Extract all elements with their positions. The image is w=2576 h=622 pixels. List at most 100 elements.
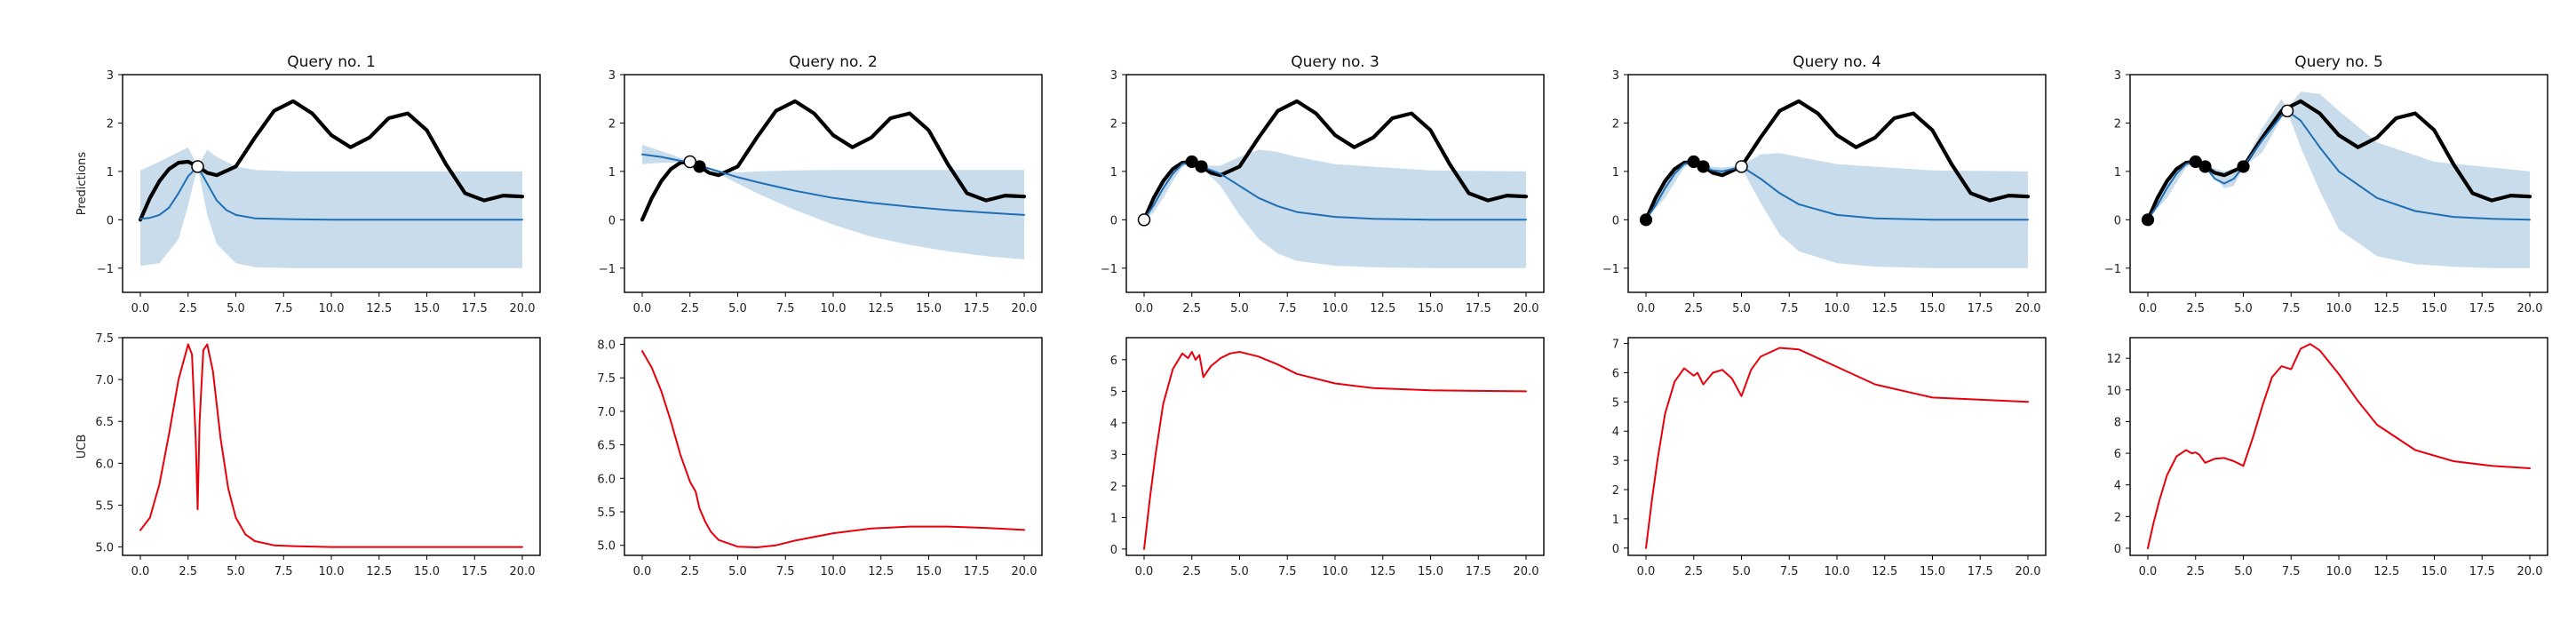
y-tick-label: 0	[608, 214, 616, 227]
y-tick-label: 0	[1612, 214, 1619, 227]
x-tick-label: 10.0	[1825, 565, 1850, 578]
x-tick-label: 2.5	[1182, 302, 1201, 315]
y-tick-label: 0	[2114, 543, 2121, 556]
y-tick-label: 6.0	[95, 458, 114, 471]
y-tick-label: 0	[1110, 214, 1117, 227]
panel-1: 0.0 2.5 5.0 7.5 10.0 12.5 15.0 17.5 20.0 −1 0 1 2 3 Qu…	[76, 53, 541, 315]
y-tick-label: 1	[608, 166, 616, 179]
x-tick-label: 5.0	[1230, 302, 1249, 315]
y-tick-label: −1	[97, 263, 114, 276]
mean-line	[139, 165, 523, 221]
x-tick-label: 7.5	[776, 302, 795, 315]
confidence-band	[140, 147, 522, 268]
panel-5: 0.0 2.5 5.0 7.5 10.0 12.5 15.0 17.5 20.0 −1 0 1 2 3 Qu…	[2104, 53, 2548, 315]
x-tick-label: 12.5	[868, 565, 894, 578]
x-tick-label: 17.5	[1466, 565, 1491, 578]
x-tick-label: 20.0	[1012, 565, 1038, 578]
x-tick-label: 12.5	[868, 302, 894, 315]
y-tick-label: 1	[1110, 512, 1117, 525]
x-tick-label: 10.0	[2326, 565, 2352, 578]
y-tick-label: 1	[2114, 166, 2121, 179]
panel-10: 0.0 2.5 5.0 7.5 10.0 12.5 15.0 17.5 20.0 0 2 4 6 8 10 1…	[2106, 337, 2548, 578]
y-tick-label: 5.5	[597, 506, 616, 520]
x-tick-label: 20.0	[1012, 302, 1038, 315]
x-tick-label: 2.5	[680, 302, 699, 315]
x-tick-label: 5.0	[1732, 302, 1751, 315]
x-tick-label: 0.0	[2139, 302, 2158, 315]
axes-frame	[122, 337, 541, 556]
x-tick-label: 2.5	[1684, 565, 1703, 578]
y-tick-label: 12	[2106, 353, 2121, 366]
mean-line	[2147, 109, 2531, 221]
y-tick-label: 2	[608, 117, 616, 131]
x-tick-label: 15.0	[414, 565, 440, 578]
acquisition-line	[641, 350, 1025, 548]
x-tick-label: 15.0	[916, 565, 942, 578]
x-tick-label: 0.0	[2139, 565, 2158, 578]
chart-title: Query no. 1	[287, 53, 376, 71]
x-tick-label: 7.5	[2282, 565, 2301, 578]
y-tick-label: 5.0	[597, 540, 616, 554]
y-tick-label: 2	[1612, 484, 1619, 498]
observed-point	[2198, 160, 2212, 173]
y-tick-label: 10	[2106, 385, 2121, 398]
x-tick-label: 12.5	[1370, 302, 1395, 315]
truth-line	[1141, 99, 1529, 222]
y-axis-label: Predictions	[76, 152, 89, 216]
x-tick-label: 0.0	[1135, 302, 1154, 315]
x-tick-label: 17.5	[1968, 302, 1993, 315]
panel-2: 0.0 2.5 5.0 7.5 10.0 12.5 15.0 17.5 20.0 −1 0 1 2 3 Qu…	[599, 53, 1043, 315]
x-tick-label: 2.5	[1182, 565, 1201, 578]
y-tick-label: 0	[2114, 214, 2121, 227]
y-tick-label: 8.0	[597, 339, 616, 353]
x-tick-label: 15.0	[2421, 565, 2447, 578]
x-tick-label: 7.5	[1780, 302, 1799, 315]
x-tick-label: 0.0	[1637, 565, 1656, 578]
y-tick-label: 0	[107, 214, 114, 227]
y-tick-label: 7.0	[95, 374, 114, 387]
x-tick-label: 5.0	[728, 302, 747, 315]
x-tick-label: 17.5	[964, 302, 990, 315]
y-tick-label: 4	[1612, 426, 1619, 439]
y-tick-label: 3	[1110, 449, 1117, 462]
x-tick-label: 12.5	[1872, 302, 1897, 315]
truth-line	[1643, 99, 2031, 222]
y-tick-label: −1	[1602, 263, 1619, 276]
x-tick-label: 15.0	[2421, 302, 2447, 315]
y-tick-label: 7.5	[597, 372, 616, 386]
y-tick-label: −1	[599, 263, 616, 276]
panel-4: 0.0 2.5 5.0 7.5 10.0 12.5 15.0 17.5 20.0 −1 0 1 2 3 Qu…	[1602, 53, 2047, 315]
y-tick-label: 3	[107, 69, 114, 83]
y-axis-label: UCB	[76, 435, 89, 459]
y-tick-label: −1	[1101, 263, 1117, 276]
chart-title: Query no. 3	[1291, 53, 1379, 71]
x-tick-label: 10.0	[1323, 302, 1348, 315]
y-tick-label: 5	[1612, 396, 1619, 410]
x-tick-label: 2.5	[680, 565, 699, 578]
x-tick-label: 15.0	[1920, 302, 1945, 315]
y-tick-label: 5	[1110, 386, 1117, 399]
confidence-band	[1646, 153, 2028, 268]
panel-8: 0.0 2.5 5.0 7.5 10.0 12.5 15.0 17.5 20.0 0 1 2 3 4 5 6	[1110, 337, 1545, 578]
x-tick-label: 10.0	[2326, 302, 2352, 315]
y-tick-label: 6.5	[95, 416, 114, 429]
x-tick-label: 20.0	[510, 302, 536, 315]
mean-line	[1143, 161, 1527, 221]
y-tick-label: −1	[2104, 263, 2121, 276]
y-tick-label: 2	[1612, 117, 1619, 131]
x-tick-label: 7.5	[1780, 565, 1799, 578]
observed-point	[2237, 160, 2250, 173]
axes-frame	[1125, 337, 1545, 556]
x-tick-label: 17.5	[1968, 565, 1993, 578]
truth-line	[138, 99, 525, 222]
y-tick-label: 2	[1110, 117, 1117, 131]
x-tick-label: 2.5	[2186, 565, 2205, 578]
chart-title: Query no. 2	[789, 53, 878, 71]
x-tick-label: 10.0	[319, 302, 345, 315]
panel-3: 0.0 2.5 5.0 7.5 10.0 12.5 15.0 17.5 20.0 −1 0 1 2 3 Qu…	[1101, 53, 1545, 315]
y-tick-label: 6.0	[597, 473, 616, 486]
confidence-band	[1144, 149, 1526, 268]
y-tick-label: 6.5	[597, 440, 616, 453]
y-tick-label: 1	[1110, 166, 1117, 179]
observed-point	[2141, 213, 2155, 227]
